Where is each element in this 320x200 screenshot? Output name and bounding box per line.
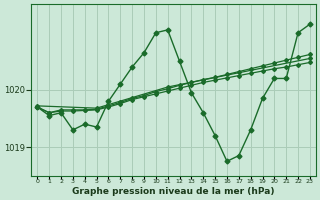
X-axis label: Graphe pression niveau de la mer (hPa): Graphe pression niveau de la mer (hPa) [72,187,275,196]
